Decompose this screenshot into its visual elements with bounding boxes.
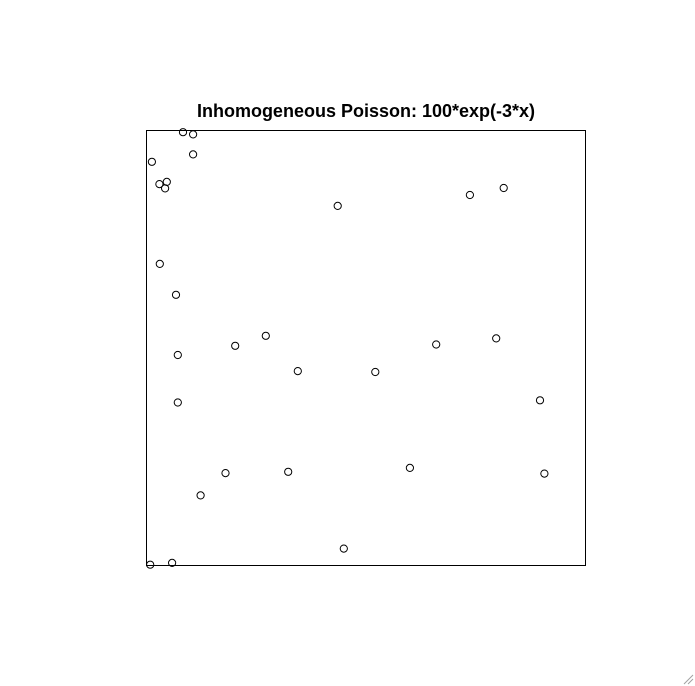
data-point — [173, 350, 182, 360]
data-point — [189, 130, 198, 139]
data-point — [371, 367, 380, 377]
data-point — [465, 190, 474, 200]
data-point — [168, 558, 177, 568]
plot-frame — [146, 130, 586, 566]
data-point — [147, 157, 156, 166]
data-point — [221, 469, 230, 478]
data-point — [333, 201, 342, 210]
data-point — [293, 367, 302, 376]
data-point — [499, 183, 508, 193]
chart-title: Inhomogeneous Poisson: 100*exp(-3*x) — [197, 101, 535, 121]
data-point — [171, 290, 181, 299]
data-point — [173, 398, 182, 407]
data-point — [161, 184, 170, 193]
data-point — [405, 463, 414, 472]
data-point — [146, 560, 155, 569]
data-point — [155, 259, 164, 268]
data-point — [339, 544, 348, 553]
points-layer — [146, 128, 549, 569]
data-point — [261, 331, 270, 340]
data-point — [535, 396, 545, 405]
data-point — [196, 491, 205, 500]
data-point — [178, 128, 188, 137]
data-point — [189, 150, 198, 159]
resize-grip-icon[interactable] — [683, 674, 694, 685]
data-point — [284, 467, 293, 476]
data-point — [540, 469, 549, 478]
data-point — [432, 340, 441, 349]
data-point — [492, 334, 501, 343]
data-point — [155, 180, 164, 189]
data-point — [231, 341, 240, 350]
